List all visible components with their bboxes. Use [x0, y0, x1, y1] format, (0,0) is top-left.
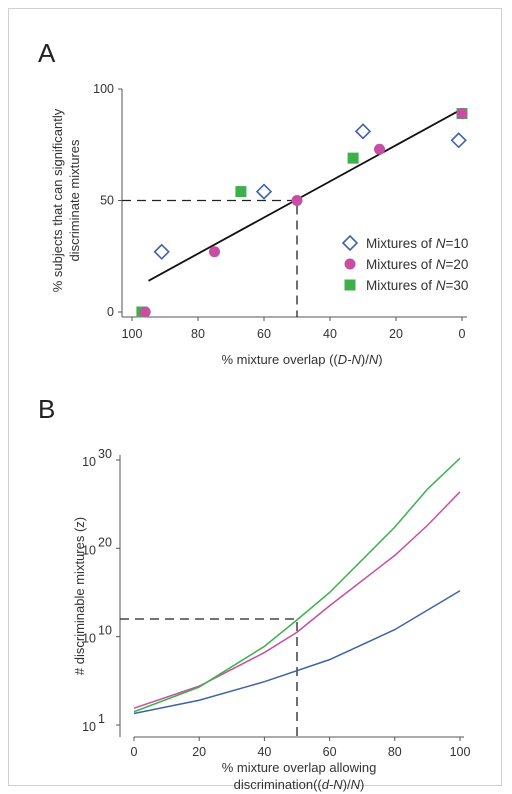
- y-tick-label-a: 0: [107, 305, 114, 319]
- data-point-circle: [139, 306, 151, 318]
- curve-series-1: [133, 590, 461, 715]
- x-tick-label-a: 20: [389, 327, 403, 341]
- x-axis-title-b-line2: discrimination((d-N)/N): [234, 777, 365, 792]
- y-axis-title-a: % subjects that can significantly discrim…: [50, 108, 82, 292]
- data-point-diamond: [354, 123, 372, 140]
- y-tick-exponent-b: 1: [98, 712, 105, 726]
- x-tick-label-a: 40: [323, 327, 337, 341]
- x-tick-label-a: 100: [122, 327, 143, 341]
- x-tick-label-b: 80: [388, 745, 402, 759]
- data-point-circle: [291, 195, 303, 206]
- legend-marker-square: [344, 279, 356, 291]
- x-axis-title-b-line1: % mixture overlap allowing: [222, 760, 377, 775]
- data-point-circle: [456, 108, 468, 120]
- y-tick-label-a: 100: [93, 82, 114, 96]
- x-tick-label-b: 100: [450, 745, 471, 759]
- data-point-diamond: [450, 132, 467, 149]
- y-tick-exponent-b: 30: [98, 447, 112, 461]
- data-point-square: [235, 186, 247, 198]
- x-axis-title-a: % mixture overlap ((D-N)/N): [221, 352, 382, 367]
- legend-entry: Mixtures of N=20: [366, 257, 468, 272]
- x-tick-label-a: 60: [257, 327, 271, 341]
- data-point-diamond: [255, 183, 273, 200]
- legend-marker-diamond: [341, 234, 359, 252]
- data-point-square: [347, 152, 359, 164]
- reference-lines-a: [122, 199, 298, 317]
- y-tick-label-b: 10: [82, 543, 96, 557]
- x-tick-label-a: 0: [459, 327, 466, 341]
- y-tick-exponent-b: 20: [98, 535, 112, 549]
- y-tick-label-a: 50: [100, 194, 114, 208]
- legend-marker-circle: [344, 258, 356, 270]
- reference-lines-b: [120, 618, 298, 737]
- x-tick-label-b: 20: [192, 745, 206, 759]
- y-axis-title-b: # discriminable mixtures (z): [72, 517, 87, 675]
- data-point-circle: [374, 143, 385, 155]
- y-tick-label-b: 10: [82, 455, 96, 469]
- panel-a-chart: 100 80 60 40 20 0 0 50 100 % mixture overlap ((D-…: [50, 82, 468, 367]
- curve-series-3: [133, 457, 461, 713]
- data-point-circle: [209, 246, 220, 258]
- data-point-diamond: [153, 243, 170, 260]
- fit-line: [148, 108, 463, 282]
- figure-frame: [8, 8, 502, 786]
- panel-a-label: A: [38, 38, 56, 68]
- x-tick-label-a: 80: [191, 327, 205, 341]
- y-tick-exponent-b: 10: [98, 624, 112, 638]
- x-tick-label-b: 60: [323, 745, 337, 759]
- y-tick-label-b: 10: [82, 632, 96, 646]
- y-tick-label-b: 10: [82, 720, 96, 734]
- panel-b-label: B: [38, 394, 55, 424]
- x-tick-label-b: 0: [131, 745, 138, 759]
- legend-entry: Mixtures of N=30: [366, 278, 468, 293]
- legend-entry: Mixtures of N=10: [366, 236, 468, 251]
- x-tick-label-b: 40: [257, 745, 271, 759]
